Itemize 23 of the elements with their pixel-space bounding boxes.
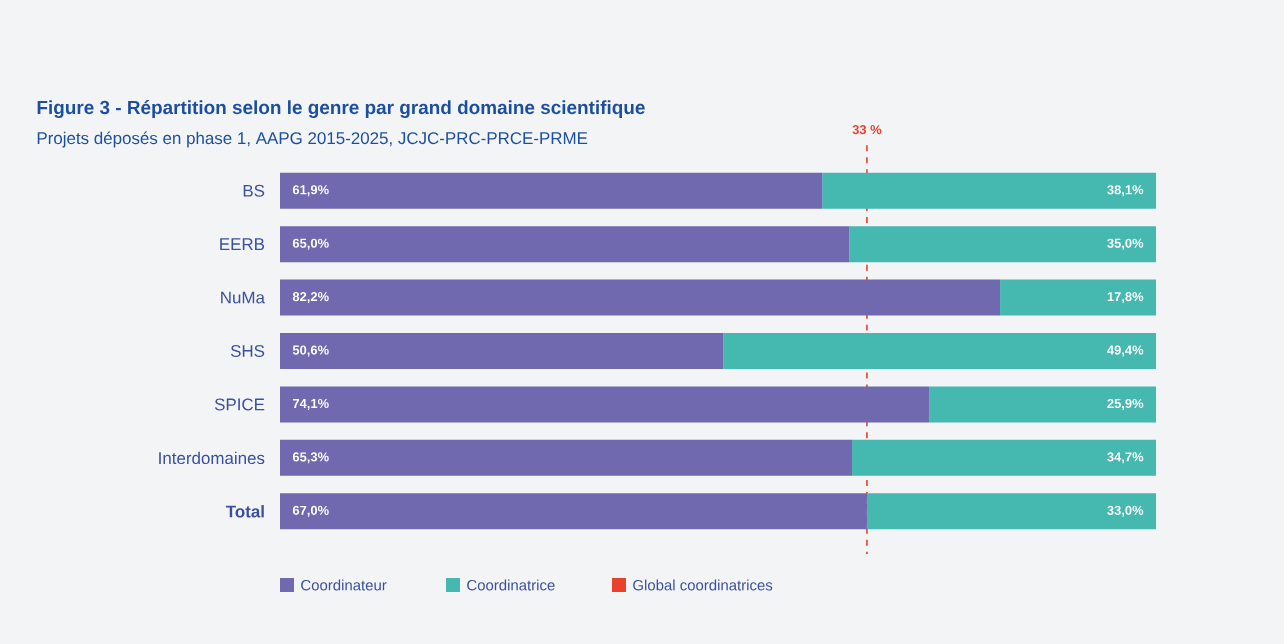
bar (280, 386, 930, 423)
bar (852, 439, 1157, 476)
bar (1000, 279, 1157, 316)
chart-subtitle: Projets déposés en phase 1, AAPG 2015-2025, JCJC-PRC-PRCE-PRME (37, 131, 588, 148)
y-tick-label: NuMa (221, 291, 265, 304)
y-tick-label: BS (243, 184, 265, 197)
bar (866, 493, 1157, 530)
bar (929, 386, 1157, 423)
bar (822, 172, 1157, 209)
y-tick-label: Interdomaines (159, 451, 265, 465)
bar (280, 493, 867, 530)
y-tick-label: SPICE (214, 398, 265, 411)
y-tick-label: Total (225, 505, 264, 518)
y-tick-label: EERB (220, 238, 265, 250)
bar (723, 333, 1157, 369)
bar (849, 226, 1157, 263)
bar (280, 226, 850, 263)
bar (280, 439, 853, 476)
chart-title: Figure 3 - Répartition selon le genre par grand domaine scientifique (37, 100, 645, 118)
bar (280, 333, 724, 369)
y-tick-label: SHS (230, 345, 265, 357)
bar (280, 172, 823, 209)
bar (280, 279, 1001, 316)
